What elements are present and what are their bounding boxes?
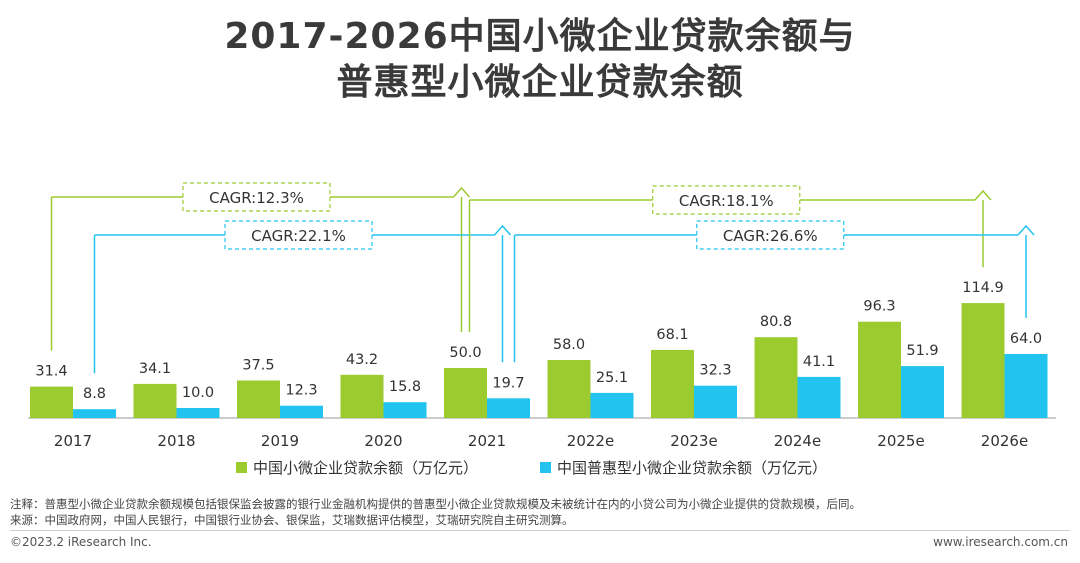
x-tick-label: 2020	[364, 432, 402, 450]
data-label: 64.0	[1010, 331, 1042, 347]
bar-loan-2020	[340, 374, 384, 418]
footer-copyright: ©2023.2 iResearch Inc.	[10, 535, 152, 549]
bar-inclusive-2020	[383, 402, 427, 418]
bar-inclusive-2025e	[901, 366, 944, 418]
data-label: 96.3	[863, 299, 895, 315]
data-label: 58.0	[553, 337, 585, 353]
cagr-box	[224, 220, 373, 250]
bar-loan-2019	[237, 380, 280, 418]
bar-loan-2022e	[547, 360, 591, 418]
cagr-label: CAGR:26.6%	[723, 227, 818, 245]
bar-loan-2021	[444, 368, 487, 418]
bar-inclusive-2024e	[797, 376, 841, 418]
x-tick-label: 2019	[261, 432, 299, 450]
bar-inclusive-2026e	[1004, 354, 1048, 418]
cagr-box	[652, 185, 801, 215]
cagr-box	[182, 182, 331, 212]
legend-swatch	[236, 462, 247, 473]
data-label: 114.9	[962, 280, 1004, 296]
chart-note: 注释：普惠型小微企业贷款余额规模包括银保监会披露的银行业金融机构提供的普惠型小微…	[10, 497, 861, 511]
cagr-label: CAGR:12.3%	[209, 189, 304, 207]
x-tick-label: 2022e	[567, 432, 614, 450]
data-label: 19.7	[492, 375, 524, 391]
data-label: 15.8	[389, 379, 421, 395]
x-tick-label: 2025e	[877, 432, 924, 450]
cagr-bracket	[93, 224, 512, 374]
data-label: 12.3	[285, 383, 317, 399]
legend-label: 中国小微企业贷款余额（万亿元）	[253, 459, 478, 477]
x-tick-label: 2021	[468, 432, 506, 450]
bar-loan-2017	[30, 386, 73, 418]
bar-loan-2026e	[961, 303, 1005, 418]
bar-loan-2018	[133, 383, 177, 418]
footer-divider	[10, 530, 1070, 531]
legend-swatch	[540, 462, 551, 473]
x-tick-label: 2018	[157, 432, 195, 450]
cagr-label: CAGR:22.1%	[251, 227, 346, 245]
cagr-bracket	[468, 189, 992, 332]
bar-inclusive-2017	[73, 409, 116, 418]
bar-inclusive-2019	[280, 405, 323, 418]
data-label: 68.1	[656, 327, 688, 343]
data-label: 51.9	[906, 343, 938, 359]
cagr-bracket	[513, 224, 1035, 363]
data-label: 80.8	[760, 314, 792, 330]
bar-inclusive-2018	[176, 408, 220, 418]
data-label: 50.0	[449, 345, 481, 361]
bar-loan-2023e	[651, 349, 694, 418]
data-label: 41.1	[803, 354, 835, 370]
data-label: 8.8	[83, 386, 106, 402]
chart-source: 来源：中国政府网，中国人民银行，中国银行业协会、银保监，艾瑞数据评估模型，艾瑞研…	[10, 513, 574, 527]
data-label: 32.3	[699, 363, 731, 379]
x-tick-label: 2026e	[981, 432, 1028, 450]
bar-inclusive-2022e	[590, 392, 634, 418]
x-tick-label: 2017	[54, 432, 92, 450]
legend-label: 中国普惠型小微企业贷款余额（万亿元）	[557, 459, 827, 477]
bar-loan-2024e	[754, 337, 798, 418]
bar-loan-2025e	[858, 321, 901, 418]
data-label: 31.4	[35, 364, 67, 380]
data-label: 10.0	[182, 385, 214, 401]
footer-website: www.iresearch.com.cn	[933, 535, 1068, 549]
data-label: 25.1	[596, 370, 628, 386]
cagr-label: CAGR:18.1%	[679, 192, 774, 210]
cagr-bracket	[50, 186, 471, 351]
x-tick-label: 2024e	[774, 432, 821, 450]
cagr-box	[696, 220, 845, 250]
x-tick-label: 2023e	[670, 432, 717, 450]
bar-chart: 31.4 34.1 37.5 43.2 50.0 58.0 68.1 80.8 96.3 114.…	[28, 182, 1056, 477]
chart-title-line2: 普惠型小微企业贷款余额	[336, 62, 744, 103]
chart-title-line1: 2017-2026中国小微企业贷款余额与	[224, 16, 856, 57]
bar-inclusive-2021	[487, 398, 530, 418]
data-label: 34.1	[139, 361, 171, 377]
bar-inclusive-2023e	[694, 385, 737, 418]
data-label: 37.5	[242, 358, 274, 374]
data-label: 43.2	[346, 352, 378, 368]
